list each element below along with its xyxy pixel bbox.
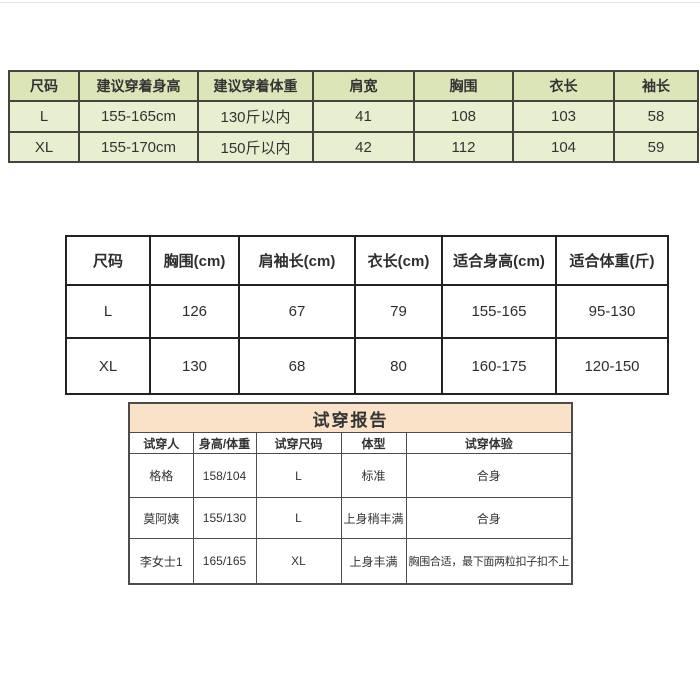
detail-size-table: 尺码 胸围(cm) 肩袖长(cm) 衣长(cm) 适合身高(cm) 适合体重(斤… [65, 235, 669, 395]
table-cell: 108 [413, 100, 514, 133]
table-cell: 126 [149, 284, 240, 339]
header-cell: 衣长 [512, 70, 615, 102]
header-cell: 体型 [340, 432, 407, 454]
fitting-report-title-row: 试穿报告 [128, 402, 573, 433]
table-cell: 41 [312, 100, 415, 133]
header-cell: 胸围(cm) [149, 235, 240, 286]
table-cell: 上身稍丰满 [340, 497, 407, 539]
table-cell: 103 [512, 100, 615, 133]
table-cell: 79 [354, 284, 443, 339]
detail-size-table-header-row: 尺码 胸围(cm) 肩袖长(cm) 衣长(cm) 适合身高(cm) 适合体重(斤… [65, 235, 669, 286]
table-cell: 155-165cm [78, 100, 199, 133]
table-row: 莫阿姨 155/130 L 上身稍丰满 合身 [128, 497, 573, 539]
table-cell: 104 [512, 131, 615, 163]
table-cell: 80 [354, 337, 443, 395]
table-cell: 165/165 [192, 538, 257, 585]
table-cell: L [255, 497, 342, 539]
table-cell: 李女士1 [128, 538, 194, 585]
table-row: 李女士1 165/165 XL 上身丰满 胸围合适，最下面两粒扣子扣不上 [128, 538, 573, 585]
table-cell: 59 [613, 131, 699, 163]
table-cell: 67 [238, 284, 356, 339]
table-cell: 合身 [405, 497, 573, 539]
table-cell: 155-165 [441, 284, 557, 339]
fitting-report-header-row: 试穿人 身高/体重 试穿尺码 体型 试穿体验 [128, 432, 573, 454]
table-cell: 上身丰满 [340, 538, 407, 585]
table-cell: 58 [613, 100, 699, 133]
header-cell: 衣长(cm) [354, 235, 443, 286]
table-cell: 130 [149, 337, 240, 395]
table-cell: 158/104 [192, 453, 257, 498]
table-cell: XL [255, 538, 342, 585]
header-cell: 尺码 [8, 70, 80, 102]
table-cell: 胸围合适，最下面两粒扣子扣不上 [405, 538, 573, 585]
header-cell: 肩袖长(cm) [238, 235, 356, 286]
table-cell: 合身 [405, 453, 573, 498]
header-cell: 试穿人 [128, 432, 194, 454]
green-size-table-header-row: 尺码 建议穿着身高 建议穿着体重 肩宽 胸围 衣长 袖长 [8, 70, 699, 102]
table-cell: 120-150 [555, 337, 669, 395]
table-cell: 莫阿姨 [128, 497, 194, 539]
table-cell: L [255, 453, 342, 498]
table-row: L 126 67 79 155-165 95-130 [65, 284, 669, 339]
table-cell: 42 [312, 131, 415, 163]
header-cell: 适合体重(斤) [555, 235, 669, 286]
green-size-table: 尺码 建议穿着身高 建议穿着体重 肩宽 胸围 衣长 袖长 L 155-165cm… [8, 70, 699, 163]
top-divider [0, 2, 700, 3]
header-cell: 建议穿着身高 [78, 70, 199, 102]
table-cell: XL [8, 131, 80, 163]
header-cell: 建议穿着体重 [197, 70, 314, 102]
table-row: 格格 158/104 L 标准 合身 [128, 453, 573, 498]
table-cell: 95-130 [555, 284, 669, 339]
header-cell: 肩宽 [312, 70, 415, 102]
table-cell: 标准 [340, 453, 407, 498]
header-cell: 胸围 [413, 70, 514, 102]
header-cell: 身高/体重 [192, 432, 257, 454]
table-row: XL 155-170cm 150斤以内 42 112 104 59 [8, 131, 699, 163]
table-cell: 160-175 [441, 337, 557, 395]
header-cell: 尺码 [65, 235, 151, 286]
table-cell: 150斤以内 [197, 131, 314, 163]
fitting-report-title: 试穿报告 [128, 402, 573, 433]
table-cell: 112 [413, 131, 514, 163]
header-cell: 袖长 [613, 70, 699, 102]
fitting-report-table: 试穿报告 试穿人 身高/体重 试穿尺码 体型 试穿体验 格格 158/104 L… [128, 402, 574, 585]
table-row: L 155-165cm 130斤以内 41 108 103 58 [8, 100, 699, 133]
header-cell: 试穿尺码 [255, 432, 342, 454]
table-row: XL 130 68 80 160-175 120-150 [65, 337, 669, 395]
table-cell: 130斤以内 [197, 100, 314, 133]
table-cell: L [8, 100, 80, 133]
table-cell: 155/130 [192, 497, 257, 539]
table-cell: 155-170cm [78, 131, 199, 163]
header-cell: 试穿体验 [405, 432, 573, 454]
table-cell: 68 [238, 337, 356, 395]
table-cell: L [65, 284, 151, 339]
table-cell: 格格 [128, 453, 194, 498]
table-cell: XL [65, 337, 151, 395]
header-cell: 适合身高(cm) [441, 235, 557, 286]
